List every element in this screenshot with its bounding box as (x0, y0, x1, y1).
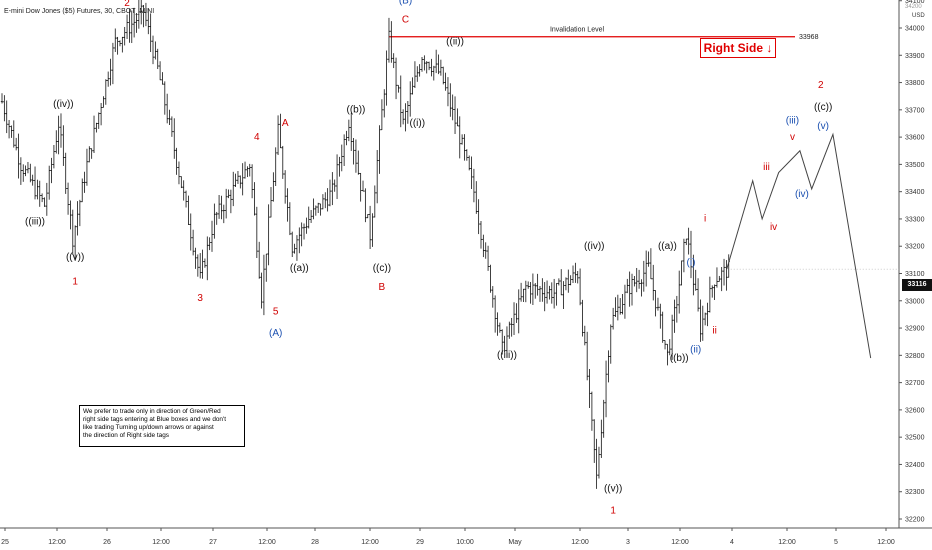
wave-label: ((c)) (373, 263, 391, 274)
wave-label: v (790, 132, 795, 143)
x-tick-label: 12:00 (152, 539, 170, 546)
x-tick-label: 12:00 (778, 539, 796, 546)
y-tick-label: 33700 (905, 107, 925, 114)
y-tick-label: 33400 (905, 189, 925, 196)
current-price-tag: 33116 (902, 279, 932, 291)
x-tick-label: 3 (626, 539, 630, 546)
x-tick-label: 4 (730, 539, 734, 546)
x-tick-label: 27 (209, 539, 217, 546)
x-tick-label: 12:00 (571, 539, 589, 546)
note-line: We prefer to trade only in direction of … (83, 408, 221, 415)
wave-label: i (704, 214, 706, 225)
y-tick-label: 34200 (905, 4, 922, 10)
wave-label: 5 (273, 306, 279, 317)
y-tick-label: 33000 (905, 298, 925, 305)
wave-label: (B) (399, 0, 412, 6)
note-line: right side tags entering at Blue boxes a… (83, 416, 226, 423)
y-tick-label: 32800 (905, 353, 925, 360)
wave-label: ((iv)) (584, 241, 605, 252)
wave-label: ((i)) (410, 118, 426, 129)
wave-label: ((c)) (814, 102, 832, 113)
y-tick-label: 33200 (905, 244, 925, 251)
wave-label: ((b)) (670, 353, 689, 364)
chart-title: E-mini Dow Jones ($5) Futures, 30, CBOT_… (4, 8, 155, 15)
wave-label: (v) (817, 121, 829, 132)
wave-label: ((iv)) (53, 99, 74, 110)
x-tick-label: 5 (834, 539, 838, 546)
x-tick-label: 25 (1, 539, 9, 546)
right-side-label: Right Side (703, 41, 763, 55)
y-tick-label: 33500 (905, 162, 925, 169)
y-tick-label: 32600 (905, 407, 925, 414)
wave-label: ((v)) (604, 484, 622, 495)
note-line: the direction of Right side tags (83, 432, 169, 439)
wave-label: 3 (197, 293, 203, 304)
wave-label: C (402, 15, 409, 26)
wave-label: (iv) (795, 189, 809, 200)
invalidation-label: Invalidation Level (550, 27, 605, 34)
x-tick-label: 26 (103, 539, 111, 546)
y-tick-label: 32300 (905, 489, 925, 496)
y-tick-label: 32200 (905, 517, 925, 524)
wave-label: 1 (610, 506, 616, 517)
wave-label: ii (712, 326, 716, 337)
x-tick-label: 12:00 (361, 539, 379, 546)
y-tick-label: 33600 (905, 135, 925, 142)
x-tick-label: 28 (311, 539, 319, 546)
wave-label: ((ii)) (446, 36, 464, 47)
x-tick-label: 10:00 (456, 539, 474, 546)
wave-label: (A) (269, 328, 282, 339)
x-tick-label: 12:00 (258, 539, 276, 546)
y-tick-label: 33100 (905, 271, 925, 278)
x-tick-label: May (508, 539, 522, 546)
y-tick-label: 32700 (905, 380, 925, 387)
x-tick-label: 29 (416, 539, 424, 546)
wave-label: (iii) (786, 115, 799, 126)
wave-label: 2 (818, 80, 824, 91)
wave-label: ((a)) (290, 263, 309, 274)
wave-label: ((iii)) (25, 216, 45, 227)
wave-label: ((b)) (346, 105, 365, 116)
projection-path (726, 132, 872, 359)
y-tick-label: 33300 (905, 216, 925, 223)
invalidation-value: 33968 (799, 34, 819, 41)
wave-label: B (379, 282, 386, 293)
x-tick-label: 12:00 (48, 539, 66, 546)
trading-note-box: We prefer to trade only in direction of … (79, 405, 245, 447)
wave-label: ((a)) (658, 241, 677, 252)
currency-label: USD (912, 13, 925, 19)
down-arrow-icon: ↓ (766, 41, 773, 55)
x-tick-label: 12:00 (877, 539, 895, 546)
wave-label: (i) (687, 257, 696, 268)
wave-label: (ii) (690, 345, 701, 356)
y-tick-label: 34100 (905, 0, 925, 5)
note-line: like trading Turning up/down arrows or a… (83, 424, 214, 431)
wave-label: 2 (124, 0, 130, 9)
wave-label: iv (770, 222, 777, 233)
y-tick-label: 32400 (905, 462, 925, 469)
wave-label: iii (763, 162, 770, 173)
right-side-tag: Right Side ↓ (700, 38, 776, 58)
wave-label: ((iii)) (497, 350, 517, 361)
y-tick-label: 32500 (905, 435, 925, 442)
y-tick-label: 34000 (905, 26, 925, 33)
wave-label: A (282, 118, 289, 129)
y-tick-label: 33900 (905, 53, 925, 60)
wave-label: 4 (254, 132, 260, 143)
y-tick-label: 32900 (905, 326, 925, 333)
y-tick-label: 33800 (905, 80, 925, 87)
x-tick-label: 12:00 (671, 539, 689, 546)
wave-label: 1 (72, 276, 78, 287)
wave-label: ((v)) (66, 252, 84, 263)
